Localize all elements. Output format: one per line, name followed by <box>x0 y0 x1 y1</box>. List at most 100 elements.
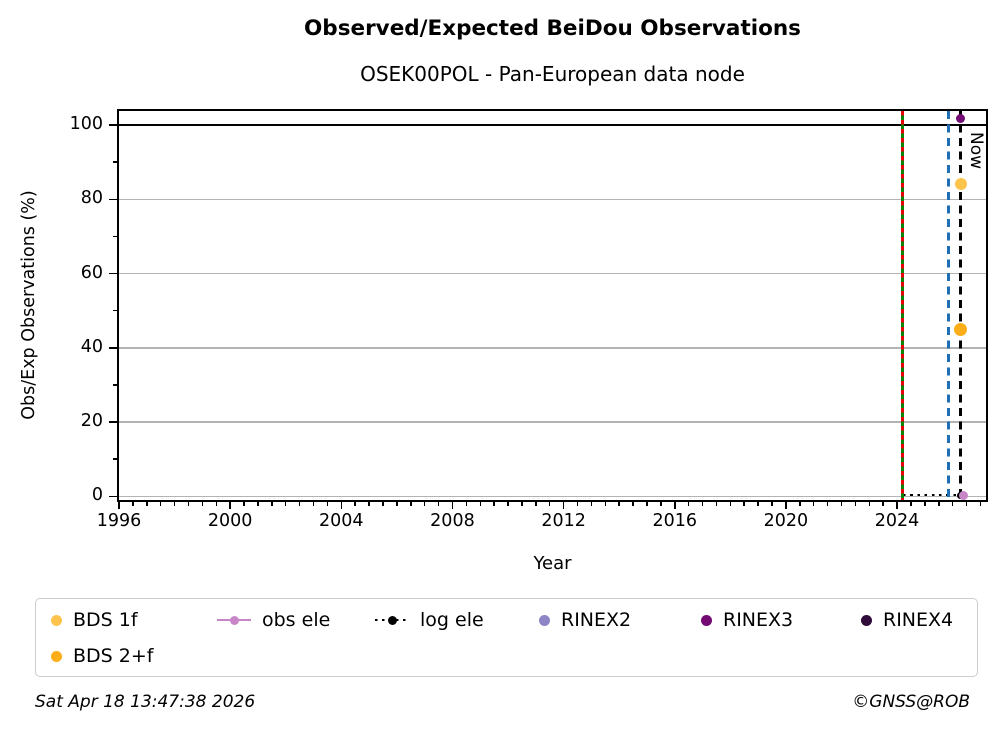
x-minor-tick <box>910 501 912 506</box>
chart-title: Observed/Expected BeiDou Observations <box>304 16 801 41</box>
y-minor-tick <box>112 161 117 163</box>
x-major-tick <box>229 501 231 509</box>
x-tick-label: 2012 <box>541 511 586 531</box>
x-minor-tick <box>479 501 481 506</box>
data-point-obs-ele <box>958 490 968 500</box>
legend-item-bds-1f: BDS 1f <box>51 607 138 633</box>
legend-box: BDS 1f obs ele log ele RINEX2 RINEX3 RINEX4 BD… <box>35 598 978 677</box>
now-label: Now <box>965 132 986 170</box>
y-minor-tick <box>112 384 117 386</box>
y-tick-label: 60 <box>80 262 103 283</box>
x-minor-tick <box>951 501 954 506</box>
x-minor-tick <box>854 501 857 506</box>
x-minor-tick <box>868 501 871 506</box>
legend-marker-rinex3-icon <box>701 614 712 626</box>
legend-marker-rinex2-icon <box>539 614 550 626</box>
x-minor-tick <box>632 501 634 506</box>
y-gridline <box>119 421 986 423</box>
x-major-tick <box>562 501 565 509</box>
y-tick-label: 40 <box>80 336 103 357</box>
x-minor-tick <box>271 501 273 506</box>
x-minor-tick <box>410 501 412 506</box>
y-major-tick <box>109 421 117 423</box>
x-minor-tick <box>146 501 148 506</box>
x-minor-tick <box>298 501 301 506</box>
x-minor-tick <box>187 501 190 506</box>
legend-label: RINEX3 <box>723 609 794 631</box>
legend-item-bds-2-f: BDS 2+f <box>51 643 153 669</box>
legend-marker-bds-2-f-icon <box>51 650 62 662</box>
y-major-tick <box>109 347 117 349</box>
x-minor-tick <box>159 501 162 506</box>
x-tick-label: 1996 <box>96 511 142 531</box>
x-minor-tick <box>326 501 329 506</box>
x-minor-tick <box>396 501 398 506</box>
x-minor-tick <box>743 501 745 506</box>
legend-item-rinex3: RINEX3 <box>701 607 793 633</box>
x-minor-tick <box>521 501 523 506</box>
x-minor-tick <box>826 501 829 506</box>
x-axis-label: Year <box>533 553 572 574</box>
data-start-line-overlay <box>901 111 904 500</box>
x-minor-tick <box>312 501 315 506</box>
legend-item-obs-ele: obs ele <box>217 607 330 633</box>
legend-label: log ele <box>420 609 484 631</box>
x-major-tick <box>451 501 454 509</box>
x-minor-tick <box>382 501 384 506</box>
x-minor-tick <box>576 501 579 506</box>
x-minor-tick <box>618 501 620 506</box>
x-minor-tick <box>715 501 718 506</box>
x-tick-label: 2008 <box>430 511 475 531</box>
legend-marker-rinex4-icon <box>861 614 872 626</box>
legend-label: BDS 1f <box>73 609 138 631</box>
x-major-tick <box>340 501 343 509</box>
x-tick-label: 2000 <box>207 511 253 531</box>
y-minor-tick <box>112 235 117 238</box>
x-minor-tick <box>548 501 551 506</box>
x-minor-tick <box>257 501 259 506</box>
y-tick-label: 20 <box>80 411 103 432</box>
x-minor-tick <box>284 501 287 506</box>
legend-label: BDS 2+f <box>73 645 154 667</box>
x-major-tick <box>896 501 898 509</box>
legend-marker-obs-ele-icon <box>217 615 251 626</box>
y-gridline <box>119 198 986 201</box>
y-gridline <box>119 272 986 275</box>
x-minor-tick <box>173 501 176 506</box>
x-minor-tick <box>215 501 217 506</box>
x-minor-tick <box>840 501 843 506</box>
plot-timestamp: Sat Apr 18 13:47:38 2026 <box>35 692 256 712</box>
legend-marker-log-ele-icon <box>375 615 409 626</box>
x-minor-tick <box>604 501 607 506</box>
x-minor-tick <box>965 501 968 506</box>
x-minor-tick <box>701 501 704 506</box>
x-minor-tick <box>354 501 356 506</box>
legend-item-rinex2: RINEX2 <box>539 607 631 633</box>
y-major-tick <box>109 198 117 201</box>
x-minor-tick <box>979 501 982 506</box>
x-minor-tick <box>493 501 495 506</box>
legend-label: RINEX4 <box>883 609 954 631</box>
x-minor-tick <box>660 501 662 506</box>
y-major-tick <box>109 495 117 498</box>
x-minor-tick <box>590 501 593 506</box>
y-major-tick <box>109 124 117 126</box>
legend-item-log-ele: log ele <box>375 607 484 633</box>
y-major-tick <box>109 272 117 275</box>
y-gridline <box>119 347 986 349</box>
x-minor-tick <box>812 501 815 506</box>
y-axis-label: Obs/Exp Observations (%) <box>19 190 39 420</box>
legend-label: RINEX2 <box>561 609 632 631</box>
x-minor-tick <box>938 501 940 506</box>
legend-marker-bds-1f-icon <box>51 614 62 626</box>
plot-area-border <box>117 109 988 502</box>
reference-line-100 <box>119 123 986 127</box>
x-minor-tick <box>535 501 537 506</box>
data-point-bds-2-f <box>954 322 968 336</box>
y-tick-label: 100 <box>69 114 103 135</box>
x-minor-tick <box>799 501 801 506</box>
latest-file-line <box>946 111 950 500</box>
x-minor-tick <box>132 501 134 506</box>
log-ele-dotted-line <box>902 493 959 497</box>
